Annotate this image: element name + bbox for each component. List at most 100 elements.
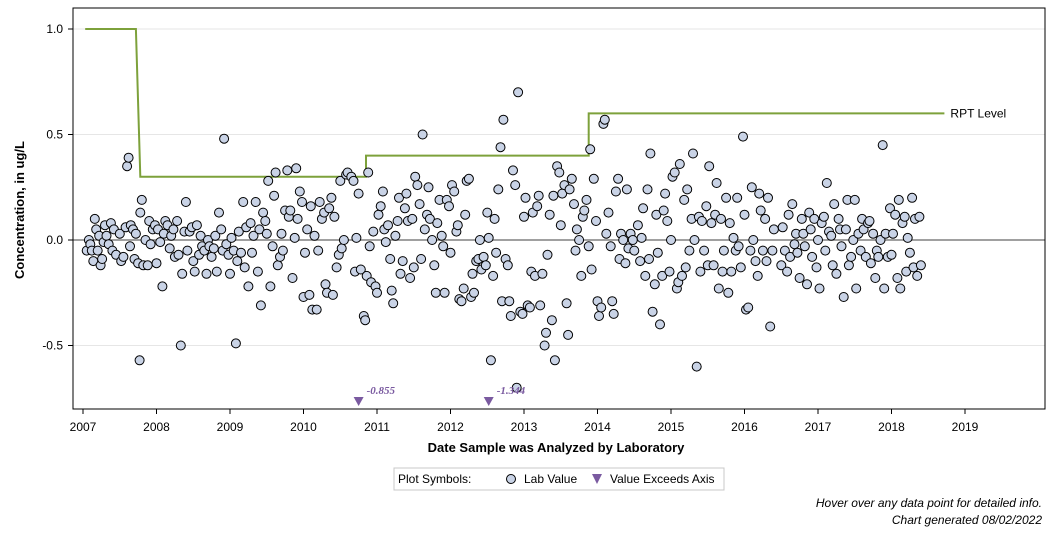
data-point	[142, 260, 153, 271]
data-point	[456, 296, 467, 307]
data-point	[277, 245, 288, 256]
data-point	[708, 260, 719, 271]
data-point	[640, 270, 651, 281]
data-point	[480, 260, 491, 271]
data-point	[232, 256, 243, 267]
data-point	[873, 251, 884, 262]
rpt-level-line: RPT Level	[85, 28, 1006, 178]
data-point	[478, 251, 489, 262]
data-point	[436, 230, 447, 241]
data-point	[870, 273, 881, 283]
data-point	[130, 228, 141, 239]
data-point	[533, 190, 544, 201]
data-point	[644, 254, 654, 264]
data-point	[765, 321, 776, 332]
data-point	[688, 148, 698, 159]
data-point	[652, 247, 663, 258]
exceedance-label: -0.855	[367, 385, 396, 397]
data-point	[210, 230, 221, 241]
data-point	[483, 232, 494, 243]
data-point	[463, 173, 474, 184]
data-point	[188, 256, 199, 267]
data-point	[469, 287, 479, 298]
data-point	[452, 220, 463, 231]
data-point	[576, 270, 587, 281]
data-point	[865, 258, 876, 269]
data-point	[326, 192, 337, 203]
y-tick-label: -0.5	[42, 339, 63, 353]
data-point	[302, 224, 313, 235]
data-point	[520, 192, 531, 203]
data-point	[610, 186, 621, 197]
data-point	[360, 315, 371, 326]
data-point	[679, 194, 690, 205]
hover-note: Hover over any data point for detailed i…	[815, 496, 1042, 510]
data-point	[649, 279, 660, 290]
data-point	[599, 114, 610, 125]
legend: Plot Symbols: Lab Value Value Exceeds Ax…	[393, 467, 725, 491]
x-tick-label: 2019	[952, 420, 979, 434]
data-point	[542, 249, 553, 260]
data-point	[745, 245, 756, 256]
data-point	[410, 171, 421, 182]
data-point	[225, 268, 235, 279]
data-point	[755, 205, 766, 216]
data-point	[272, 260, 283, 271]
data-point	[114, 228, 125, 239]
data-point	[164, 243, 175, 254]
data-point	[254, 224, 265, 235]
data-point	[383, 220, 393, 231]
data-point	[412, 180, 423, 191]
data-point	[743, 302, 754, 313]
data-point	[809, 213, 820, 224]
exceedance-label: -1.344	[497, 385, 526, 397]
data-point	[746, 182, 757, 193]
data-point	[265, 281, 276, 292]
data-point	[157, 281, 168, 292]
data-point	[546, 315, 557, 326]
data-point	[899, 211, 910, 222]
data-point	[818, 211, 829, 222]
data-point	[849, 194, 860, 205]
data-point	[206, 251, 217, 262]
data-point	[423, 182, 434, 193]
exceedance-marker	[483, 397, 494, 406]
data-point	[145, 239, 156, 250]
data-point	[394, 192, 404, 203]
data-point	[388, 298, 399, 309]
legend-exceed-marker	[592, 474, 602, 484]
data-point	[544, 209, 555, 220]
data-point	[699, 245, 710, 256]
data-point	[173, 249, 184, 260]
data-point	[304, 289, 315, 300]
data-point	[351, 232, 362, 243]
data-point	[135, 207, 146, 218]
data-point	[739, 209, 750, 220]
data-point	[438, 241, 449, 252]
data-point	[821, 178, 832, 188]
data-point	[419, 224, 430, 235]
data-point	[735, 262, 746, 273]
data-point	[603, 207, 614, 218]
data-point	[621, 184, 632, 195]
data-point	[723, 287, 734, 298]
data-point	[338, 235, 349, 245]
data-point	[329, 211, 340, 222]
data-point	[291, 163, 302, 174]
data-point	[541, 327, 551, 338]
data-point	[201, 268, 212, 279]
data-point	[892, 273, 903, 283]
data-point	[424, 213, 435, 224]
data-point	[407, 213, 418, 224]
data-point	[658, 205, 669, 216]
data-point	[297, 197, 307, 207]
data-point	[805, 224, 816, 235]
data-point	[474, 235, 485, 245]
data-point	[840, 224, 851, 235]
data-point	[289, 232, 300, 243]
data-point	[807, 251, 818, 262]
data-point	[390, 230, 401, 241]
data-point	[601, 228, 612, 239]
data-point	[517, 308, 528, 319]
data-point	[258, 207, 269, 218]
